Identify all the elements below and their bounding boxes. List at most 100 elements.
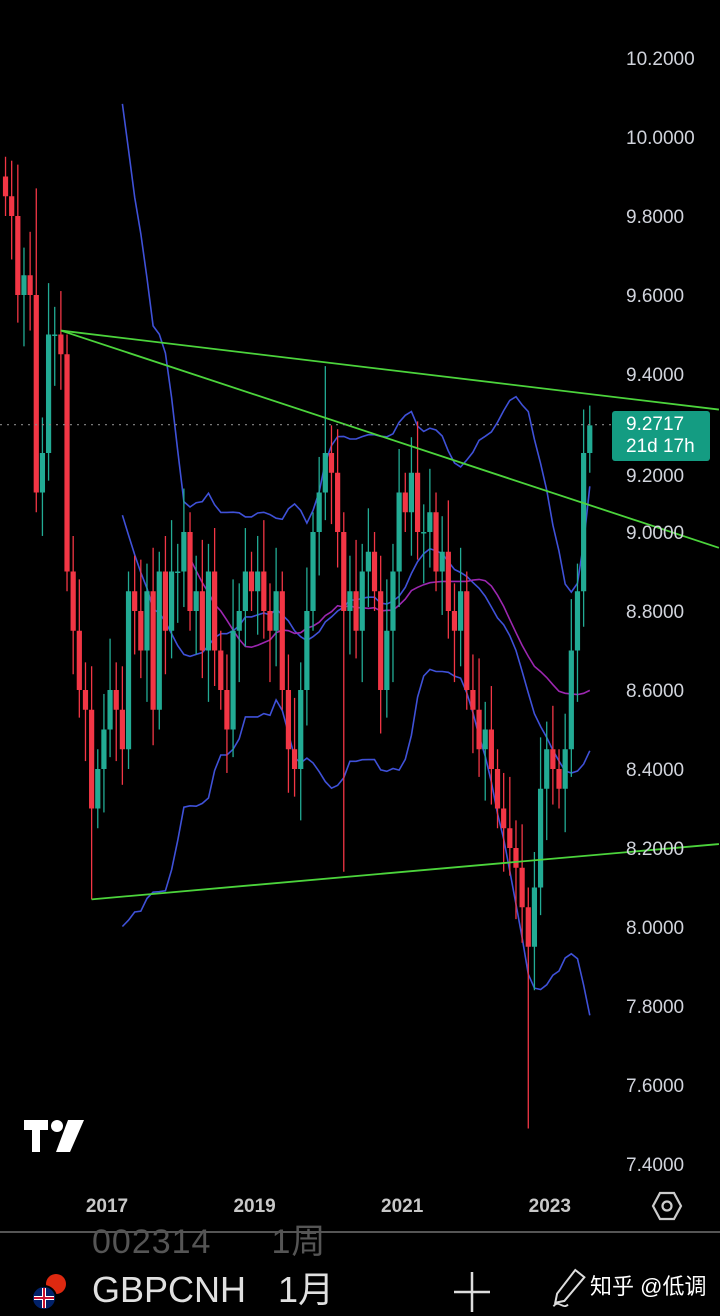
bottom-toolbar: GBPCNH 1月 知乎 @低调 (0, 1264, 720, 1316)
faded-previous-symbol-row: 002314 1周 (92, 1224, 386, 1260)
candle-body (273, 591, 279, 631)
candle-body (89, 709, 95, 809)
y-tick-label: 9.4000 (626, 365, 684, 386)
candle-body (9, 196, 15, 216)
candle-body (58, 334, 64, 355)
candle-body (476, 709, 482, 750)
candle-body (390, 571, 396, 631)
candle-body (39, 453, 46, 493)
candle-body (488, 729, 494, 769)
y-tick-label: 10.0000 (626, 128, 695, 149)
candle-body (101, 729, 107, 769)
candle-body (242, 571, 248, 611)
candle-body (470, 690, 476, 710)
candle-body (230, 630, 236, 730)
candle-body (255, 571, 261, 592)
candle-body (433, 512, 439, 572)
y-tick-label: 7.6000 (626, 1076, 684, 1097)
candle-body (507, 828, 513, 848)
candle-body (33, 295, 39, 493)
candle-body (445, 551, 451, 611)
faded-interval: 1周 (271, 1223, 327, 1261)
candle-body (513, 848, 519, 868)
candle-body (341, 532, 347, 611)
watermark: 知乎 @低调 (590, 1274, 707, 1299)
candle-body (82, 690, 89, 710)
pencil-icon[interactable] (548, 1264, 588, 1316)
y-tick-label: 8.4000 (626, 760, 684, 781)
candle-body (64, 354, 70, 572)
candle-body (248, 571, 255, 592)
y-tick-label: 7.4000 (626, 1155, 684, 1176)
candle-body (458, 591, 464, 631)
candle-body (156, 571, 162, 710)
candle-body (501, 808, 507, 829)
candle-body (371, 551, 378, 592)
candle-body (556, 769, 562, 789)
price-chart[interactable]: 10.2000 10.0000 9.8000 9.6000 9.4000 9.2000 9.… (0, 0, 720, 1232)
candle-body (138, 611, 144, 651)
last-price-value: 9.2717 (626, 414, 685, 435)
candle-body (544, 749, 550, 789)
candle-body (15, 216, 21, 295)
candle-body (304, 611, 310, 690)
candle-body (52, 334, 58, 336)
candle-body (421, 532, 427, 534)
candle-body (328, 453, 335, 473)
candle-body (218, 650, 224, 690)
candle-body (175, 571, 181, 573)
last-price-label: 9.2717 21d 17h (612, 411, 710, 461)
candle-body (562, 749, 568, 789)
hexagon-settings-icon[interactable] (651, 1190, 683, 1222)
tradingview-logo (24, 1120, 84, 1152)
candle-body (168, 571, 175, 631)
candle-body (113, 690, 119, 710)
candle-body (581, 453, 587, 592)
candle-body (408, 472, 415, 513)
candle-body (205, 571, 212, 651)
y-tick-label: 9.6000 (626, 286, 684, 307)
moving-average-line (189, 557, 591, 696)
candle-body (353, 591, 359, 631)
candle-body (193, 591, 199, 611)
trendline (60, 329, 720, 411)
bar-countdown: 21d 17h (626, 436, 695, 457)
candle-body (414, 472, 421, 532)
bollinger-upper-band (121, 103, 591, 594)
candle-body (212, 571, 218, 651)
x-tick-label: 2017 (86, 1196, 128, 1217)
faded-code: 002314 (92, 1223, 212, 1261)
candle-body (384, 630, 390, 690)
y-tick-label: 8.6000 (626, 681, 684, 702)
candle-body (132, 591, 138, 611)
candle-body (464, 591, 470, 690)
divider (0, 1231, 720, 1233)
candle-body (427, 512, 433, 532)
plus-icon[interactable] (452, 1264, 492, 1316)
candle-body (2, 176, 9, 197)
trendline (91, 843, 720, 901)
candle-body (119, 709, 125, 750)
candle-body (162, 571, 169, 631)
candle-body (95, 769, 101, 809)
candle-body (70, 571, 76, 631)
x-tick-label: 2021 (381, 1196, 424, 1217)
candle-body (365, 551, 371, 572)
bollinger-lower-band (121, 668, 591, 1016)
symbol-button[interactable]: GBPCNH (92, 1269, 247, 1310)
y-tick-label: 8.8000 (626, 602, 684, 623)
candle-body (347, 591, 353, 611)
candle-body (537, 788, 544, 888)
interval-button[interactable]: 1月 (278, 1269, 335, 1310)
candle-body (21, 275, 27, 295)
y-tick-label: 10.2000 (626, 49, 695, 70)
candle-body (574, 591, 581, 651)
candle-body (310, 532, 316, 611)
candle-body (322, 453, 328, 493)
candle-body (482, 729, 488, 750)
candle-body (531, 887, 538, 947)
candle-body (279, 591, 285, 690)
candle-body (27, 275, 33, 295)
candle-body (316, 492, 322, 532)
y-tick-label: 8.2000 (626, 839, 684, 860)
